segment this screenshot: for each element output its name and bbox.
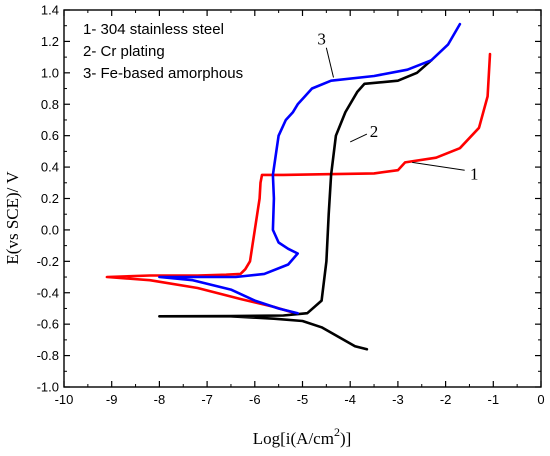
x-axis-title-end: )] (340, 429, 351, 448)
y-tick-label: 0.0 (41, 222, 59, 237)
x-tick-label: -10 (55, 392, 74, 407)
series-1-line (105, 52, 492, 315)
y-tick-label: -0.8 (37, 348, 59, 363)
series-3-line (158, 22, 462, 315)
x-axis-title-main: Log[i(A/cm (253, 429, 334, 448)
legend-entry-3: 3- Fe-based amorphous (83, 65, 243, 82)
curve-label-2-leader (349, 133, 368, 143)
y-tick-label: 0.8 (41, 97, 59, 112)
x-tick-label: 0 (537, 392, 544, 407)
series-2-line (158, 59, 433, 351)
x-tick-label: -9 (106, 392, 118, 407)
curve-label-3-leader (325, 47, 334, 78)
y-tick-label: 1.4 (41, 3, 59, 18)
x-axis-title-sup: 2 (334, 425, 340, 439)
curve-label-2: 2 (370, 122, 379, 141)
plot-area: 1 2 3 (105, 22, 492, 351)
y-tick-label: -1.0 (37, 380, 59, 395)
y-tick-label: -0.4 (37, 285, 59, 300)
y-tick-label: 0.4 (41, 160, 59, 175)
y-tick-label: 1.0 (41, 65, 59, 80)
x-tick-label: -5 (297, 392, 309, 407)
y-tick-label: 0.2 (41, 191, 59, 206)
curve-label-3: 3 (317, 29, 326, 48)
x-axis-title: Log[i(A/cm2)] (253, 425, 352, 448)
axes: -10 -9 -8 -7 -6 -5 -4 -3 -2 -1 0-1.0-0.8-0.6-0.4-0… (37, 3, 545, 408)
legend: 1- 304 stainless steel 2- Cr plating 3- … (83, 21, 243, 82)
y-axis-title: E(vs SCE)/ V (3, 171, 22, 265)
curve-label-1-leader (412, 161, 465, 171)
x-tick-label: -1 (488, 392, 500, 407)
y-tick-label: -0.2 (37, 254, 59, 269)
legend-entry-2: 2- Cr plating (83, 43, 165, 60)
y-tick-label: 1.2 (41, 34, 59, 49)
y-tick-label: 0.6 (41, 128, 59, 143)
x-tick-label: -3 (392, 392, 404, 407)
y-tick-label: -0.6 (37, 317, 59, 332)
x-tick-label: -2 (440, 392, 452, 407)
x-tick-label: -4 (344, 392, 356, 407)
curve-label-1: 1 (470, 164, 479, 183)
legend-entry-1: 1- 304 stainless steel (83, 21, 224, 38)
x-tick-label: -7 (201, 392, 213, 407)
x-tick-label: -6 (249, 392, 261, 407)
x-tick-label: -8 (154, 392, 166, 407)
